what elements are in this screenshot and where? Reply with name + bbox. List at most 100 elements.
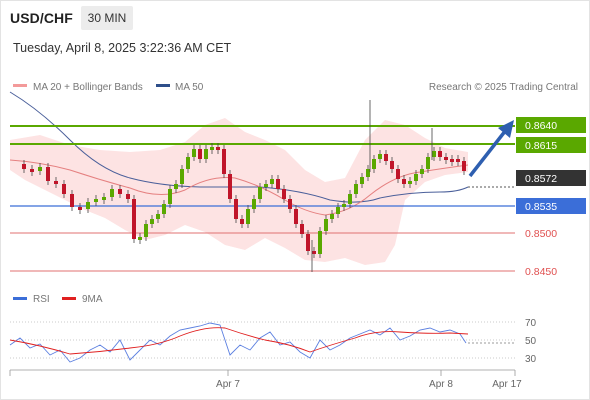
candle-body	[324, 219, 328, 231]
candle-body	[354, 184, 358, 194]
rsi-legend-label: RSI	[33, 294, 50, 305]
candle-body	[210, 147, 214, 150]
candle-body	[258, 187, 262, 199]
candle-body	[186, 157, 190, 169]
candle-body	[204, 149, 208, 159]
candle-body	[288, 199, 292, 209]
candle-body	[372, 159, 376, 169]
candle-body	[70, 194, 74, 207]
candle-body	[132, 199, 136, 239]
chart-header: USD/CHF 30 MIN	[0, 0, 590, 38]
s1-price-text: 0.8500	[525, 228, 557, 240]
candle-body	[174, 184, 178, 189]
candle-body	[62, 184, 66, 194]
candle-body	[462, 161, 466, 171]
rsi-axis-30: 30	[525, 354, 537, 365]
candle-body	[270, 179, 274, 184]
r1-price-tag	[516, 137, 586, 153]
candle-body	[390, 161, 394, 169]
candle-body	[30, 169, 34, 172]
candle-body	[222, 149, 226, 174]
ma50-legend-swatch	[156, 84, 170, 87]
bollinger-band	[10, 118, 468, 265]
candle-body	[240, 219, 244, 224]
x-axis-label-apr7: Apr 7	[216, 379, 240, 390]
candle-body	[276, 179, 280, 189]
candle-body	[396, 169, 400, 179]
candle-body	[456, 159, 460, 162]
candle-body	[38, 167, 42, 171]
rsi-axis-50: 50	[525, 336, 537, 347]
candle-body	[228, 174, 232, 199]
candle-body	[252, 199, 256, 209]
candle-body	[86, 202, 90, 209]
candle-body	[426, 157, 430, 169]
candle-body	[384, 154, 388, 161]
candle-body	[162, 204, 166, 214]
candle-body	[102, 197, 106, 200]
candle-body	[312, 251, 316, 254]
copyright-label: Research © 2025 Trading Central	[429, 82, 578, 93]
candle-body	[366, 169, 370, 177]
ma20-legend-label: MA 20 + Bollinger Bands	[33, 82, 143, 93]
candle-body	[414, 174, 418, 181]
candle-body	[150, 219, 154, 224]
rsi-ma-legend-swatch	[62, 297, 76, 300]
candle-body	[54, 181, 58, 184]
r2-price-text: 0.8640	[525, 120, 557, 132]
pivot-price-text: 0.8535	[525, 201, 557, 213]
candle-body	[78, 207, 82, 210]
rsi-line	[9, 322, 467, 363]
candle-body	[306, 234, 310, 251]
candle-body	[264, 184, 268, 187]
candle-body	[118, 189, 122, 194]
candle-body	[318, 231, 322, 254]
candle-body	[420, 169, 424, 174]
candle-body	[300, 224, 304, 234]
candle-body	[46, 167, 50, 181]
candle-body	[138, 237, 142, 240]
candle-body	[360, 177, 364, 184]
r1-price-text: 0.8615	[525, 140, 557, 152]
candle-body	[192, 149, 196, 157]
forecast-arrow	[468, 128, 508, 178]
candle-body	[180, 169, 184, 184]
forecast-arrow-head	[498, 120, 514, 138]
candle-body	[126, 194, 130, 199]
ma20-legend-swatch	[13, 84, 27, 87]
candle-body	[378, 154, 382, 159]
rsi-axis-70: 70	[525, 318, 537, 329]
current-price-tag	[516, 170, 586, 186]
candle-body	[282, 189, 286, 199]
candle-body	[234, 199, 238, 219]
ma50-legend-label: MA 50	[175, 82, 204, 93]
candle-body	[144, 224, 148, 237]
rsi-ma-legend-label: 9MA	[82, 294, 103, 305]
candle-body	[432, 151, 436, 157]
timestamp: Tuesday, April 8, 2025 3:22:36 AM CET	[13, 41, 232, 55]
candle-body	[246, 209, 250, 224]
x-axis-label-apr17: Apr 17	[492, 379, 522, 390]
candle-body	[408, 181, 412, 184]
candle-body	[198, 149, 202, 159]
rsi-ma-line	[9, 327, 469, 355]
candle-body	[216, 147, 220, 150]
timeframe-button[interactable]: 30 MIN	[81, 6, 133, 30]
candle-body	[450, 159, 454, 162]
candle-body	[336, 207, 340, 214]
candle-body	[22, 164, 26, 169]
candle-body	[402, 179, 406, 184]
candle-body	[156, 214, 160, 219]
candle-body	[294, 209, 298, 224]
s2-price-text: 0.8450	[525, 266, 557, 278]
candle-body	[348, 194, 352, 204]
candle-body	[94, 199, 98, 202]
candle-body	[444, 157, 448, 160]
current-price-text: 0.8572	[525, 173, 557, 185]
rsi-legend-swatch	[13, 297, 27, 300]
candle-body	[438, 151, 442, 157]
pivot-price-tag	[516, 198, 586, 214]
candle-body	[168, 189, 172, 204]
r2-price-tag	[516, 117, 586, 133]
